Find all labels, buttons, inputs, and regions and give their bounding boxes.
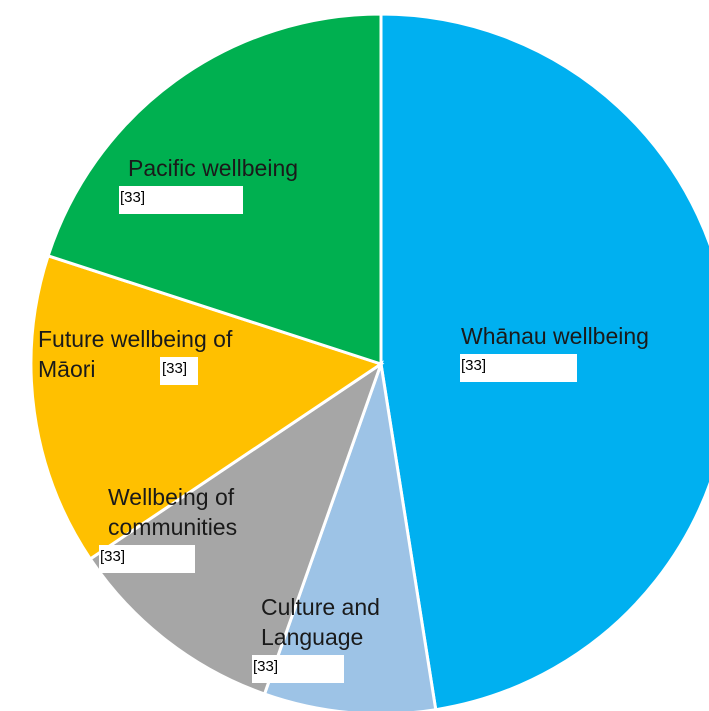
ref-box [460,354,577,382]
ref-box [252,655,344,683]
slice-label: Whānau wellbeing [461,323,649,349]
slice-label: Wellbeing of [108,484,235,510]
slice-label-group: Future wellbeing of Māori [33] [38,326,233,385]
pie-slice [262,363,438,711]
slice-label-group: Culture and Language [33] [252,594,380,683]
slice-label-group: Pacific wellbeing [33] [119,155,298,214]
ref-box [160,357,198,385]
slice-label: Māori [38,356,96,382]
pie-slice [88,360,384,696]
pie-labels: Whānau wellbeing [33] Culture and Language [… [38,155,649,683]
slice-label: Language [261,624,363,650]
slice-label: Pacific wellbeing [128,155,298,181]
slice-label: Culture and [261,594,380,620]
pie-slices [29,12,709,711]
ref-citation: [33] [120,189,145,206]
slice-label-group: Wellbeing of communities [33] [99,484,237,573]
pie-slice [29,253,385,561]
slice-label: communities [108,514,237,540]
slice-label: Future wellbeing of [38,326,233,352]
ref-citation: [33] [162,360,187,377]
ref-citation: [33] [461,357,486,374]
ref-box [119,186,243,214]
ref-citation: [33] [253,658,278,675]
slice-label-group: Whānau wellbeing [33] [460,323,649,382]
ref-box [99,545,195,573]
ref-citation: [33] [100,548,125,565]
